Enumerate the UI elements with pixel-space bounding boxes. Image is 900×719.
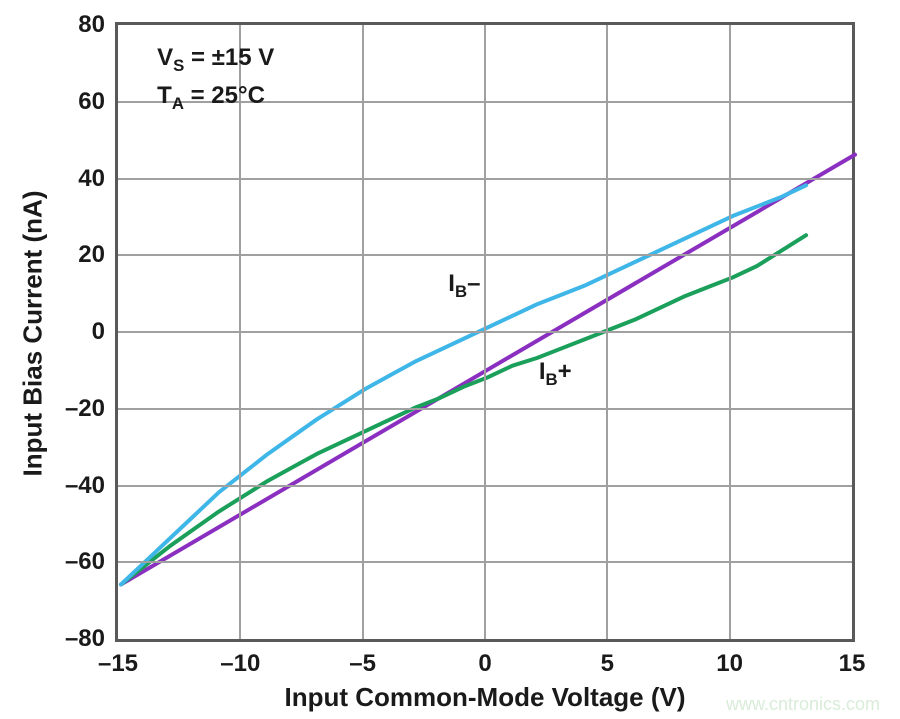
y-tick-label: –40 [45, 472, 105, 500]
x-tick-label: 5 [601, 650, 614, 678]
chart-lines-layer [121, 28, 855, 642]
watermark-text: www.cntronics.com [726, 694, 880, 715]
grid-line-horizontal [118, 178, 852, 180]
x-tick-label: 10 [716, 650, 743, 678]
y-tick-label: 40 [45, 165, 105, 193]
y-axis-label: Input Bias Current (nA) [18, 191, 49, 477]
y-tick-label: –20 [45, 395, 105, 423]
grid-line-horizontal [118, 561, 852, 563]
grid-line-horizontal [118, 254, 852, 256]
y-tick-label: 80 [45, 11, 105, 39]
annotation-ta: TA = 25°C [157, 82, 265, 114]
grid-line-horizontal [118, 331, 852, 333]
grid-line-horizontal [118, 485, 852, 487]
y-tick-label: 60 [45, 88, 105, 116]
annotation-ibp: IB+ [539, 358, 572, 390]
y-tick-label: –80 [45, 625, 105, 653]
y-tick-label: 0 [45, 318, 105, 346]
chart-plot-area [115, 22, 855, 642]
x-tick-label: –15 [98, 650, 138, 678]
x-tick-label: –5 [349, 650, 376, 678]
annotation-ibm: IB– [448, 270, 480, 302]
x-tick-label: 15 [839, 650, 866, 678]
x-tick-label: –10 [220, 650, 260, 678]
grid-line-horizontal [118, 408, 852, 410]
y-tick-label: 20 [45, 241, 105, 269]
x-axis-label: Input Common-Mode Voltage (V) [284, 682, 685, 713]
x-tick-label: 0 [478, 650, 491, 678]
annotation-vs: VS = ±15 V [157, 44, 274, 76]
y-tick-label: –60 [45, 548, 105, 576]
series-purple [121, 155, 855, 585]
